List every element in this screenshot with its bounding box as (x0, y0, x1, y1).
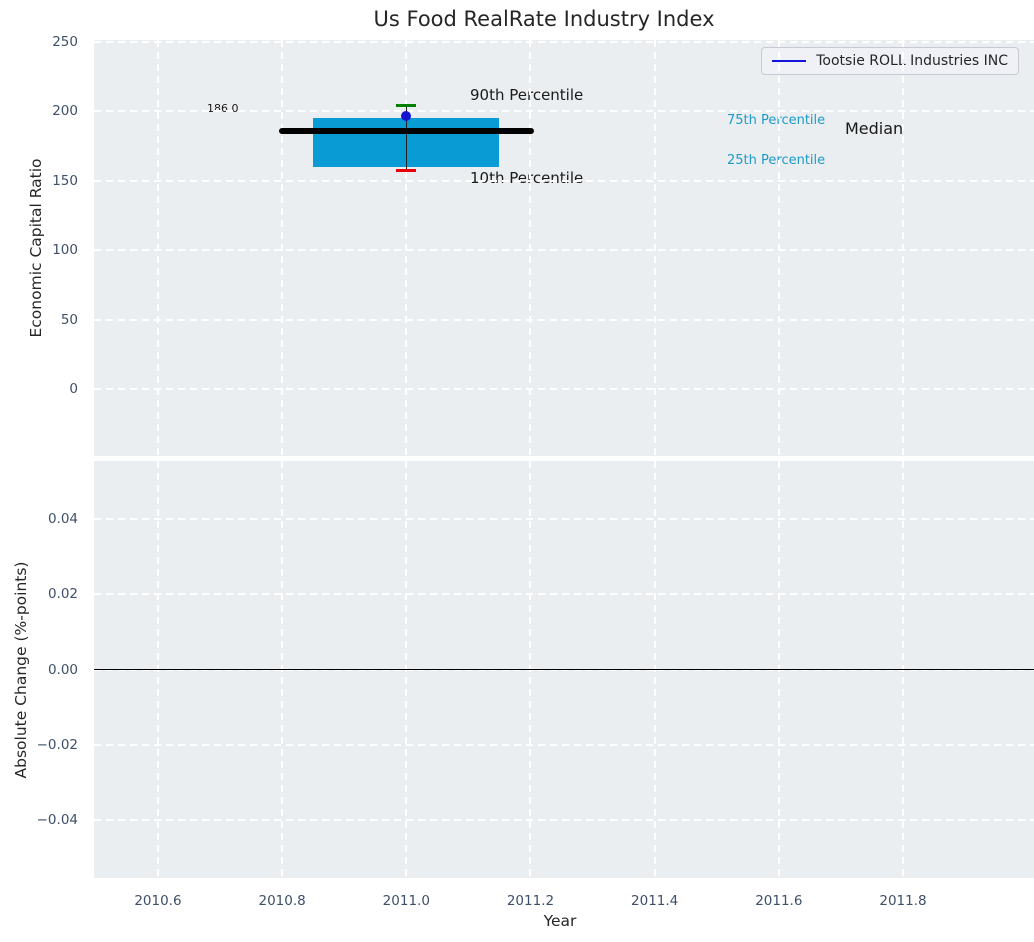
company-dot (401, 111, 412, 122)
gridline-horizontal (94, 318, 1034, 321)
gridline-vertical (901, 40, 904, 456)
legend[interactable]: Tootsie ROLL Industries INC (761, 47, 1019, 75)
zero-line (94, 668, 1034, 671)
gridline-vertical (653, 40, 656, 456)
gridline-vertical (529, 40, 532, 456)
gridline-vertical (777, 40, 780, 456)
gridline-horizontal (94, 819, 1034, 822)
ytick-label: −0.04 (36, 812, 78, 829)
gridline-horizontal (94, 110, 1034, 113)
gridline-horizontal (94, 593, 1034, 596)
gridline-horizontal (94, 179, 1034, 182)
gridline-vertical (156, 40, 159, 456)
xtick-label: 2010.6 (134, 893, 182, 909)
ytick-label: 0.04 (47, 510, 78, 527)
whisker-line (405, 105, 407, 171)
x-axis-label: Year (543, 912, 577, 930)
ytick-label: 150 (52, 172, 78, 189)
ytick-label: −0.02 (36, 736, 78, 753)
ytick-label: 250 (52, 33, 78, 50)
p90-cap (396, 104, 417, 108)
gridline-horizontal (94, 40, 1034, 43)
ytick-label: 200 (52, 103, 78, 120)
xtick-label: 2010.8 (258, 893, 306, 909)
ytick-label: 0.02 (47, 586, 78, 603)
ytick-label: 0 (69, 381, 78, 398)
gridline-vertical (405, 40, 408, 456)
gridline-vertical (281, 40, 284, 456)
median-line (279, 127, 534, 134)
legend-line-sample-icon (772, 59, 807, 63)
annotation-75th-percentile: 75th Percentile (727, 113, 826, 128)
p10-cap (396, 169, 417, 172)
xtick-label: 2011.4 (631, 893, 679, 909)
annotation-median: Median (845, 119, 904, 138)
xtick-label: 2011.6 (755, 893, 803, 909)
ytick-label: 0.00 (47, 661, 78, 678)
xtick-label: 2011.0 (382, 893, 430, 909)
xtick-label: 2011.8 (879, 893, 927, 909)
gridline-horizontal (94, 743, 1034, 746)
annotation-median-value: 186.0 (207, 102, 239, 115)
gridline-horizontal (94, 517, 1034, 520)
ytick-label: 100 (52, 242, 78, 259)
top-axes (94, 40, 1034, 456)
chart-title: Us Food RealRate Industry Index (373, 7, 715, 31)
gridline-horizontal (94, 249, 1034, 252)
xtick-label: 2011.2 (506, 893, 555, 909)
ytick-label: 50 (60, 311, 78, 328)
gridline-horizontal (94, 388, 1034, 391)
annotation-90th-percentile: 90th Percentile (470, 86, 584, 104)
annotation-10th-percentile: 10th Percentile (470, 169, 584, 187)
annotation-25th-percentile: 25th Percentile (727, 153, 826, 168)
legend-series-label: Tootsie ROLL Industries INC (816, 53, 1008, 69)
